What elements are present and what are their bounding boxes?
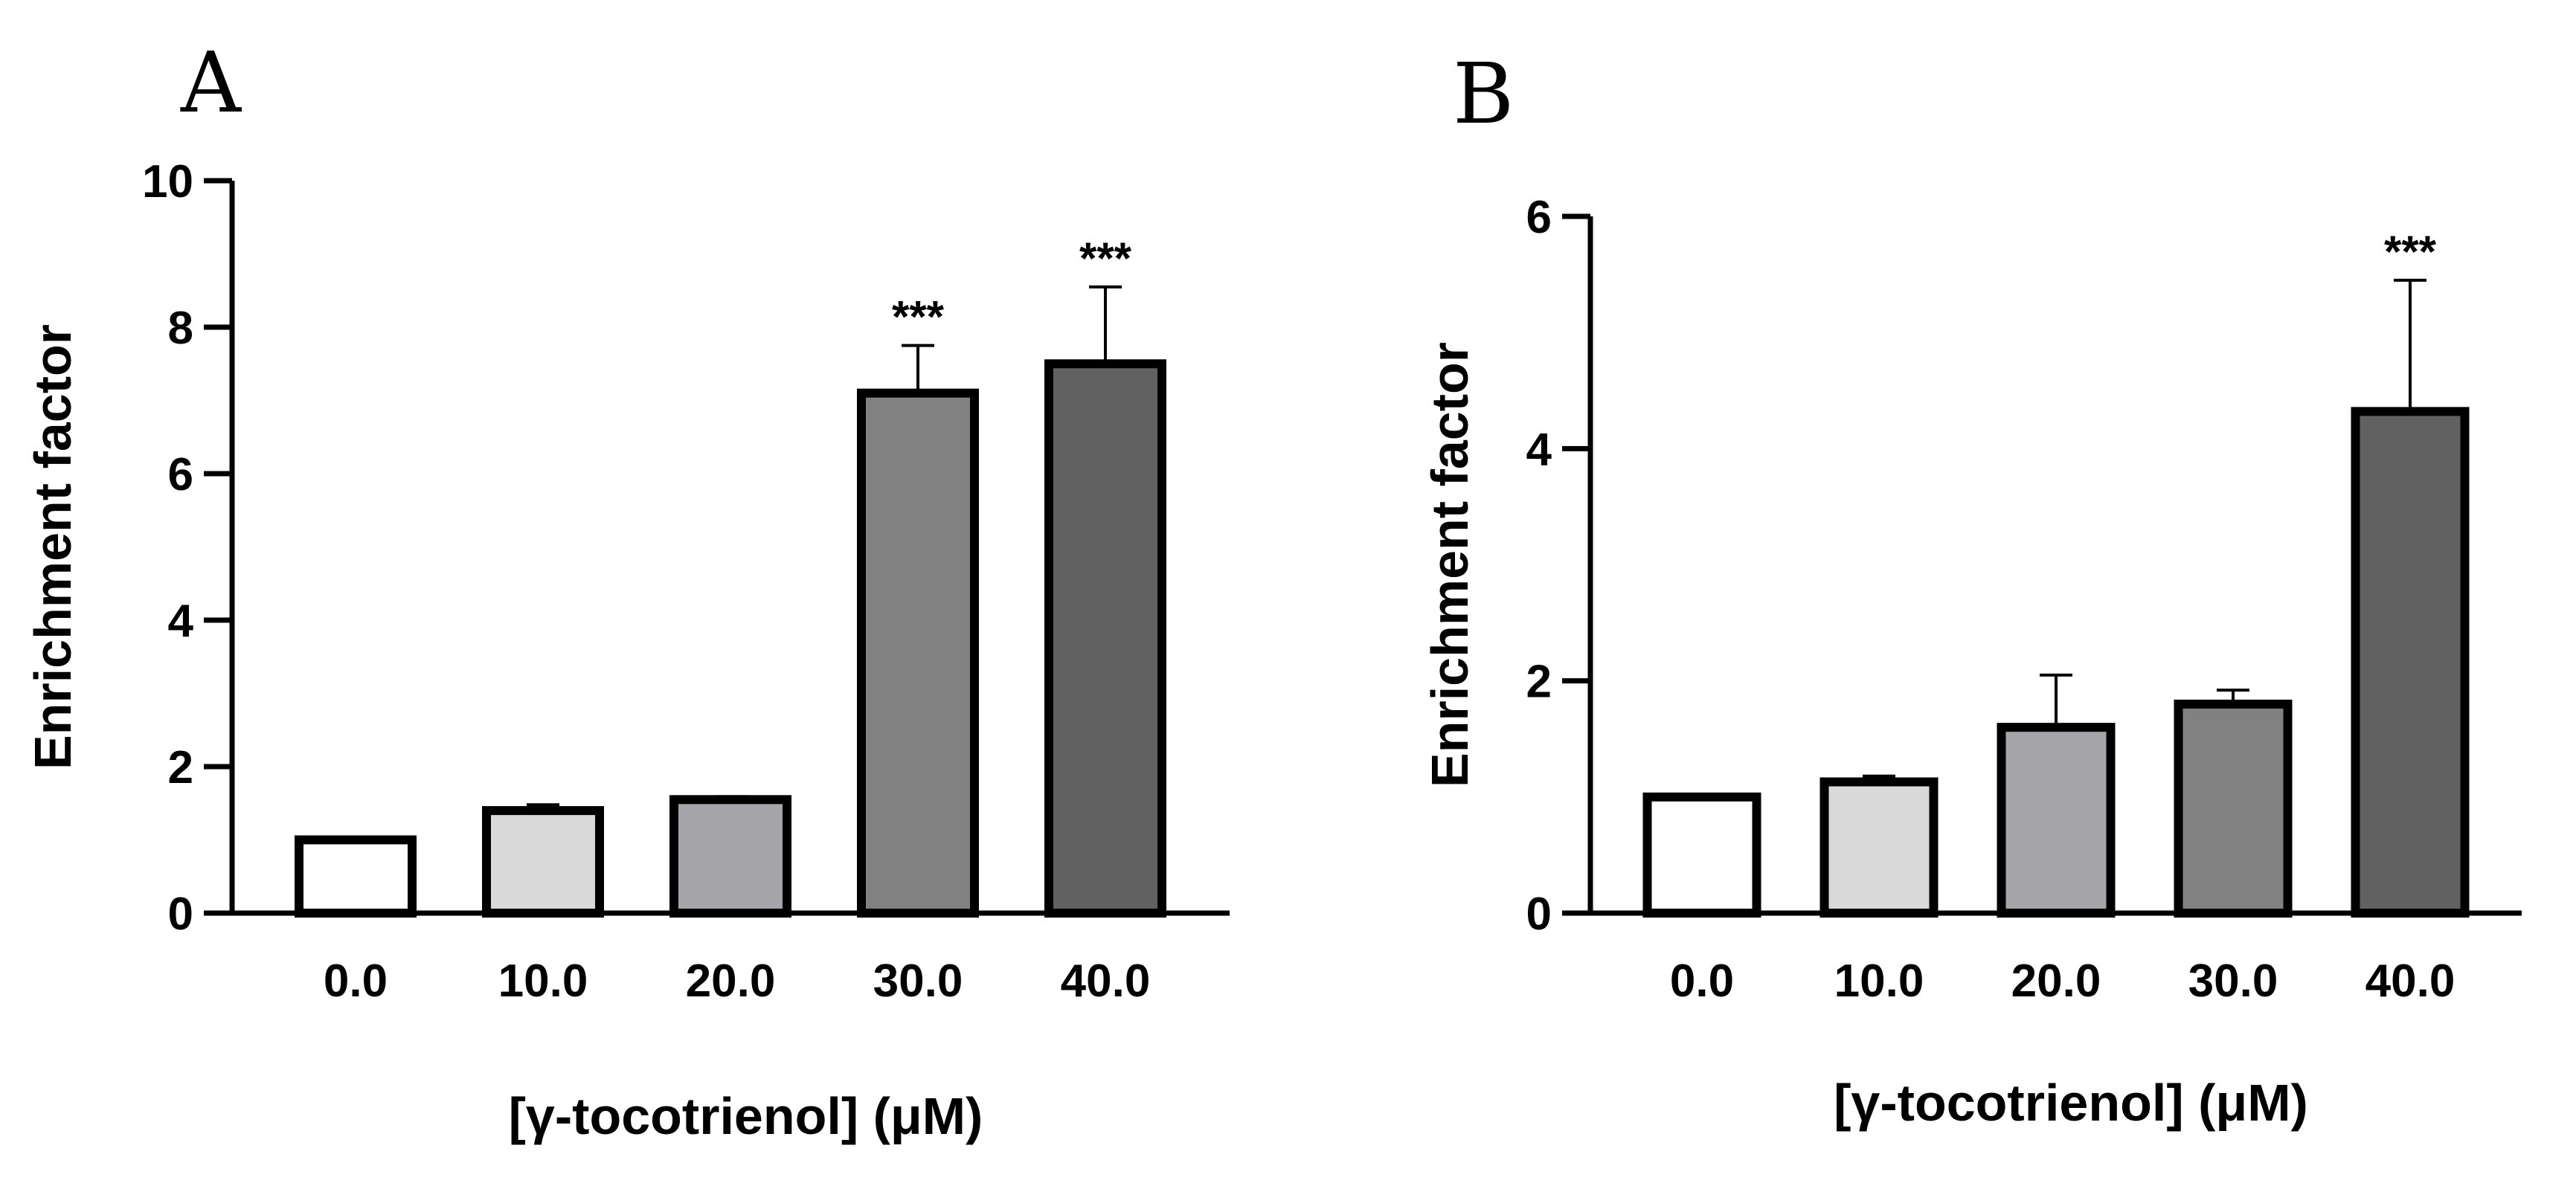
bar-40.0 bbox=[2351, 407, 2470, 918]
y-tick-label: 2 bbox=[1526, 657, 1552, 708]
y-tick-label: 0 bbox=[1526, 889, 1552, 940]
x-tick-label: 10.0 bbox=[498, 955, 588, 1007]
x-tick-label: 30.0 bbox=[2188, 955, 2278, 1007]
bar-10.0 bbox=[482, 806, 604, 918]
panel-letter: A bbox=[180, 35, 242, 132]
bar-30.0 bbox=[2174, 699, 2293, 918]
bar-20.0 bbox=[669, 795, 791, 918]
x-axis-title: [γ-tocotrienol] (μM) bbox=[1834, 1074, 2308, 1132]
panel-a: A *** *** 0 2 4 6 8 10 0.0 10.0 20.0 30.0 40.0 [γ-toco… bbox=[24, 35, 1230, 1145]
bar-0.0 bbox=[1642, 792, 1761, 918]
significance-label: *** bbox=[892, 292, 945, 342]
bar-40.0 bbox=[1044, 359, 1166, 918]
y-axis-title: Enrichment factor bbox=[24, 324, 82, 770]
y-tick-label: 2 bbox=[168, 742, 193, 793]
x-axis-title: [γ-tocotrienol] (μM) bbox=[509, 1087, 983, 1145]
bar-10.0 bbox=[1819, 777, 1939, 918]
y-tick-label: 10 bbox=[142, 156, 193, 207]
x-tick-label: 40.0 bbox=[2365, 955, 2455, 1007]
y-tick-label: 4 bbox=[168, 596, 194, 647]
y-tick-label: 6 bbox=[168, 449, 193, 500]
significance-label: *** bbox=[2384, 227, 2437, 277]
x-tick-label: 40.0 bbox=[1061, 955, 1151, 1007]
bar-0.0 bbox=[295, 835, 417, 918]
y-tick-label: 8 bbox=[168, 303, 193, 354]
panel-b: B *** 0 2 4 6 0.0 10.0 20.0 30.0 40.0 [γ-tocotrieno… bbox=[1421, 46, 2522, 1132]
y-axis-title: Enrichment factor bbox=[1421, 342, 1479, 787]
x-tick-label: 10.0 bbox=[1834, 955, 1924, 1007]
y-tick-label: 6 bbox=[1526, 192, 1552, 243]
x-tick-label: 20.0 bbox=[686, 955, 776, 1007]
x-tick-label: 30.0 bbox=[873, 955, 963, 1007]
bar-30.0 bbox=[857, 388, 979, 918]
bar-20.0 bbox=[1997, 723, 2116, 918]
x-tick-label: 0.0 bbox=[324, 955, 388, 1007]
significance-label: *** bbox=[1079, 233, 1132, 283]
panel-letter: B bbox=[1453, 46, 1514, 143]
y-tick-label: 0 bbox=[168, 889, 193, 940]
x-tick-label: 20.0 bbox=[2011, 955, 2101, 1007]
y-tick-label: 4 bbox=[1526, 424, 1552, 475]
x-tick-label: 0.0 bbox=[1670, 955, 1734, 1007]
